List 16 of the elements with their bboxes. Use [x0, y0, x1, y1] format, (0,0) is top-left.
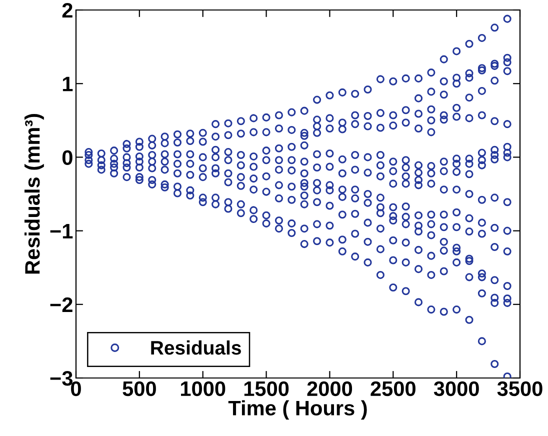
y-tick-label: −3 [50, 371, 72, 386]
x-tick-label: 3500 [497, 381, 542, 396]
x-tick-label: 500 [122, 381, 156, 396]
x-tick-label: 3000 [434, 381, 479, 396]
x-tick-label: 2000 [307, 381, 352, 396]
y-tick-label: −1 [50, 224, 73, 238]
x-tick-label: 1500 [244, 381, 289, 396]
y-tick-label: 2 [62, 3, 72, 18]
y-tick-label: −2 [50, 297, 72, 312]
x-tick-label: 1000 [181, 381, 226, 396]
x-tick-label: 2500 [370, 381, 416, 396]
y-tick-label: 1 [62, 76, 73, 92]
y-axis-title: Residuals (mm³) [24, 114, 44, 274]
x-axis-title: Time ( Hours ) [228, 400, 367, 420]
legend-label: Residuals [151, 340, 241, 355]
y-tick-label: 0 [62, 150, 72, 165]
